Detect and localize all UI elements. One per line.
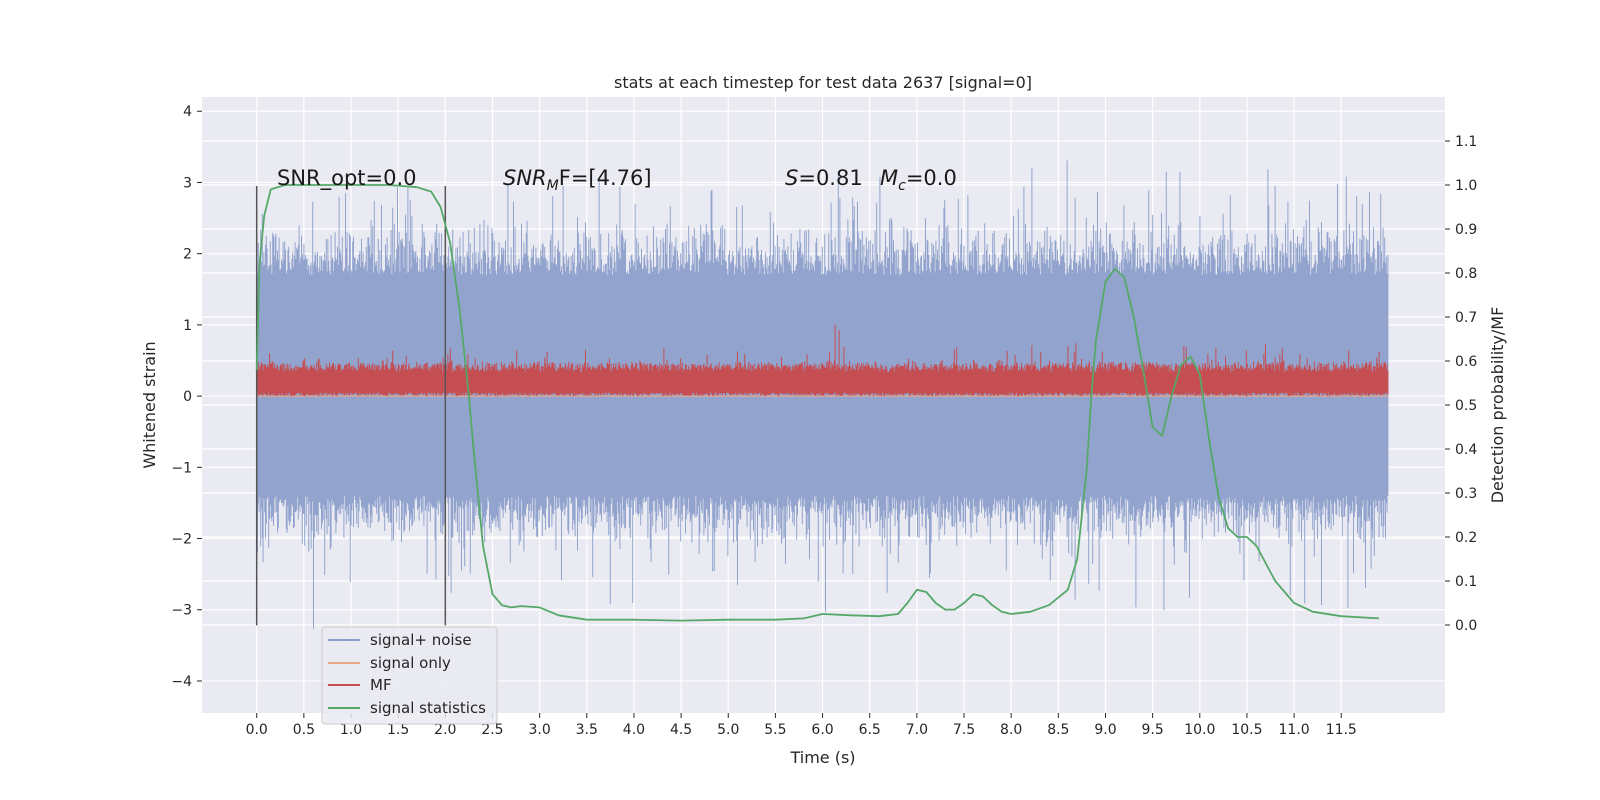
annotation-snr-mf: SNRMF=[4.76] xyxy=(503,166,652,194)
x-tick-label-7.0: 7.0 xyxy=(906,722,928,738)
x-tick-label-8.0: 8.0 xyxy=(1000,722,1022,738)
x-tick-label-3.0: 3.0 xyxy=(528,722,550,738)
x-tick-label-1.0: 1.0 xyxy=(340,722,362,738)
annotation-mc-sub: c xyxy=(898,178,906,194)
y-left-tick-label--2: −2 xyxy=(171,532,192,548)
x-tick-label-2.5: 2.5 xyxy=(481,722,503,738)
x-axis-label: Time (s) xyxy=(789,748,855,767)
annotation-snr-opt: SNR_opt=0.0 xyxy=(277,166,417,191)
x-tick-label-4.5: 4.5 xyxy=(670,722,692,738)
y-left-tick-label-4: 4 xyxy=(183,104,192,120)
y-left-tick-label--4: −4 xyxy=(171,674,192,690)
legend-label-mf: MF xyxy=(370,676,392,694)
legend-label-signal-statistics: signal statistics xyxy=(370,699,486,717)
y-left-tick-label-1: 1 xyxy=(183,318,192,334)
y-right-tick-label-0.0: 0.0 xyxy=(1455,618,1477,634)
y-right-tick-label-0.7: 0.7 xyxy=(1455,310,1477,326)
x-tick-label-3.5: 3.5 xyxy=(576,722,598,738)
annotation-s-symbol: S xyxy=(785,166,798,190)
y-right-tick-label-0.3: 0.3 xyxy=(1455,486,1477,502)
x-tick-label-6.5: 6.5 xyxy=(859,722,881,738)
x-tick-label-4.0: 4.0 xyxy=(623,722,645,738)
y-axis-right-label: Detection probability/MF xyxy=(1488,307,1507,504)
x-tick-label-0.0: 0.0 xyxy=(246,722,268,738)
annotation-mc-value: =0.0 xyxy=(906,166,957,190)
y-axis-left-ticks: −4 −3 −2 −1 0 1 2 3 4 xyxy=(171,104,202,690)
signal-statistics-line xyxy=(255,184,1380,622)
y-right-tick-label-0.4: 0.4 xyxy=(1455,442,1477,458)
y-right-tick-label-0.8: 0.8 xyxy=(1455,266,1477,282)
y-right-tick-label-0.9: 0.9 xyxy=(1455,222,1477,238)
x-tick-label-9.5: 9.5 xyxy=(1142,722,1164,738)
x-tick-label-11.5: 11.5 xyxy=(1326,722,1357,738)
x-tick-label-5.0: 5.0 xyxy=(717,722,739,738)
x-axis-ticks: 0.0 0.5 1.0 1.5 2.0 2.5 3.0 3.5 4.0 4.5 5.0 5.5 6.0 6… xyxy=(246,713,1357,738)
y-right-tick-label-1.1: 1.1 xyxy=(1455,134,1477,150)
x-tick-label-10.0: 10.0 xyxy=(1184,722,1215,738)
x-tick-label-1.5: 1.5 xyxy=(387,722,409,738)
legend-box xyxy=(321,626,498,725)
y-right-tick-label-0.6: 0.6 xyxy=(1455,354,1477,370)
y-left-tick-label--1: −1 xyxy=(171,460,192,476)
x-tick-label-2.0: 2.0 xyxy=(434,722,456,738)
annotation-snr-mf-symbol: SNR xyxy=(503,166,547,190)
x-tick-label-9.0: 9.0 xyxy=(1094,722,1116,738)
y-left-tick-label--3: −3 xyxy=(171,603,192,619)
legend-label-signal-only: signal only xyxy=(370,654,451,672)
legend-label-signal-plus-noise: signal+ noise xyxy=(370,631,472,649)
x-tick-label-11.0: 11.0 xyxy=(1279,722,1310,738)
x-tick-label-6.0: 6.0 xyxy=(811,722,833,738)
annotation-s-value: =0.81 xyxy=(798,166,862,190)
y-axis-left-label: Whitened strain xyxy=(140,341,159,468)
annotation-mc: Mc=0.0 xyxy=(880,166,957,194)
annotation-s: S=0.81 xyxy=(785,166,863,190)
y-right-tick-label-0.1: 0.1 xyxy=(1455,574,1477,590)
x-tick-label-10.5: 10.5 xyxy=(1231,722,1262,738)
annotation-snr-mf-rest: F=[4.76] xyxy=(559,166,652,190)
y-right-tick-label-1.0: 1.0 xyxy=(1455,178,1477,194)
series-signal-statistics xyxy=(255,184,1380,622)
x-tick-label-7.5: 7.5 xyxy=(953,722,975,738)
x-tick-label-0.5: 0.5 xyxy=(293,722,315,738)
x-tick-label-8.5: 8.5 xyxy=(1047,722,1069,738)
y-left-tick-label-3: 3 xyxy=(183,175,192,191)
y-right-tick-label-0.2: 0.2 xyxy=(1455,530,1477,546)
legend: signal+ noise signal only MF signal stat… xyxy=(321,626,498,725)
annotation-mc-symbol: M xyxy=(880,166,898,190)
x-tick-label-5.5: 5.5 xyxy=(764,722,786,738)
y-right-tick-label-0.5: 0.5 xyxy=(1455,398,1477,414)
y-axis-right-ticks: 0.0 0.1 0.2 0.3 0.4 0.5 0.6 0.7 0.8 0.9 1.0 1.1 xyxy=(1445,134,1477,634)
vertical-markers xyxy=(255,186,447,626)
chart-title: stats at each timestep for test data 263… xyxy=(614,73,1032,92)
annotation-snr-mf-sub: M xyxy=(547,178,559,194)
y-left-tick-label-2: 2 xyxy=(183,247,192,263)
y-left-tick-label-0: 0 xyxy=(183,389,192,405)
